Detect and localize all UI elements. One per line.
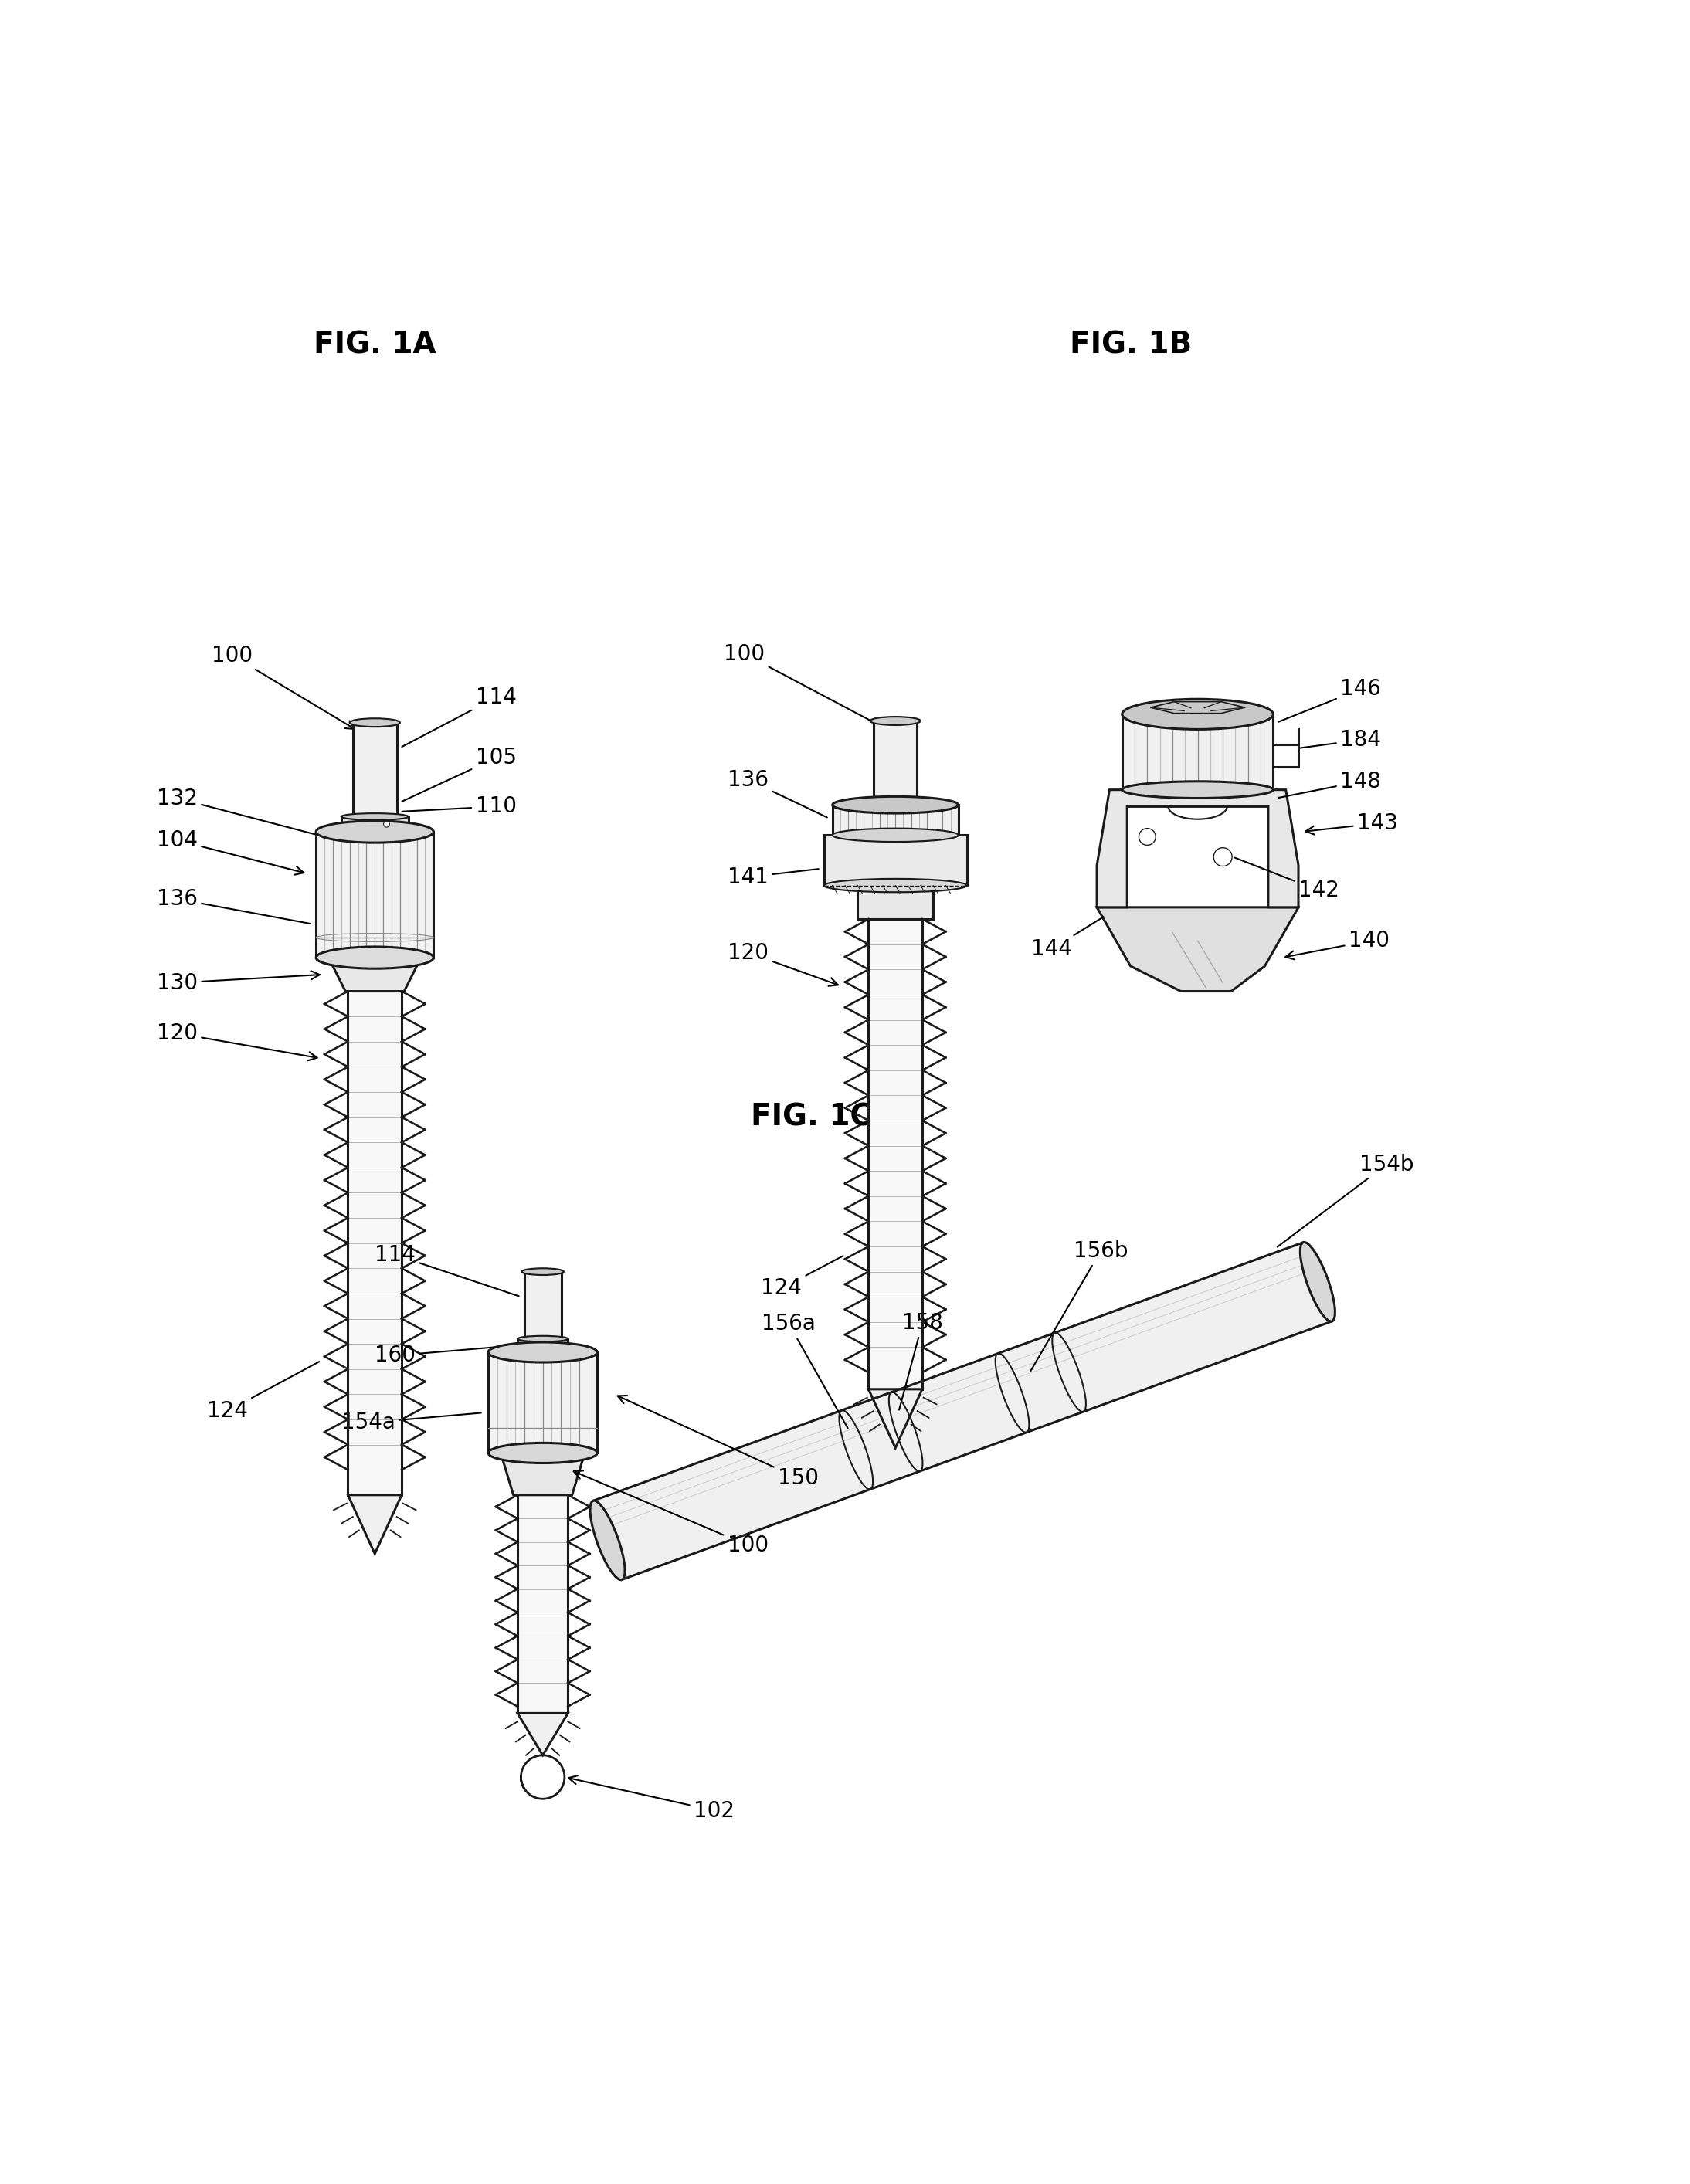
Ellipse shape [833, 828, 958, 841]
Circle shape [384, 821, 390, 828]
Text: 148: 148 [1279, 771, 1381, 797]
Polygon shape [857, 885, 933, 919]
Ellipse shape [350, 719, 401, 727]
Text: FIG. 1B: FIG. 1B [1070, 330, 1191, 360]
Polygon shape [500, 1452, 585, 1496]
Ellipse shape [341, 812, 409, 819]
Text: 100: 100 [723, 642, 884, 727]
Ellipse shape [870, 716, 921, 725]
Ellipse shape [833, 797, 958, 812]
Polygon shape [825, 834, 967, 885]
Ellipse shape [517, 1337, 568, 1341]
Circle shape [1139, 828, 1156, 845]
Polygon shape [1097, 906, 1298, 992]
Text: 154b: 154b [1278, 1153, 1415, 1247]
Polygon shape [517, 1496, 568, 1712]
Text: FIG. 1A: FIG. 1A [314, 330, 436, 360]
Polygon shape [341, 817, 409, 832]
Text: 136: 136 [157, 889, 311, 924]
Text: 114: 114 [375, 1245, 519, 1295]
Text: 102: 102 [568, 1776, 735, 1821]
Text: 120: 120 [157, 1022, 318, 1061]
Text: 100: 100 [211, 644, 355, 729]
Polygon shape [316, 832, 434, 957]
Polygon shape [869, 919, 923, 1389]
Ellipse shape [1122, 699, 1273, 729]
Text: 146: 146 [1279, 679, 1381, 723]
Ellipse shape [590, 1500, 625, 1579]
Text: 156a: 156a [762, 1313, 848, 1428]
Text: 184: 184 [1301, 729, 1381, 751]
Polygon shape [328, 957, 421, 992]
Ellipse shape [316, 948, 434, 968]
Polygon shape [869, 1389, 923, 1448]
Polygon shape [1097, 791, 1298, 906]
Text: 142: 142 [1235, 858, 1338, 902]
Text: 130: 130 [157, 972, 319, 994]
Polygon shape [348, 992, 402, 1496]
Polygon shape [1122, 714, 1273, 791]
Text: 120: 120 [727, 941, 838, 985]
Ellipse shape [488, 1343, 597, 1363]
Polygon shape [517, 1339, 568, 1352]
Text: 124: 124 [760, 1256, 843, 1299]
Text: FIG. 1C: FIG. 1C [750, 1103, 872, 1131]
Circle shape [1213, 847, 1232, 867]
Polygon shape [517, 1712, 568, 1756]
Text: 132: 132 [157, 788, 323, 836]
Text: 105: 105 [402, 747, 517, 802]
Text: 136: 136 [727, 769, 826, 817]
Text: 160: 160 [375, 1345, 512, 1367]
Polygon shape [874, 721, 918, 806]
Polygon shape [348, 1496, 402, 1553]
Polygon shape [524, 1271, 561, 1339]
Ellipse shape [825, 878, 967, 893]
Text: 100: 100 [573, 1470, 769, 1557]
Ellipse shape [1122, 782, 1273, 797]
Ellipse shape [316, 821, 434, 843]
Ellipse shape [1300, 1243, 1335, 1321]
Text: 150: 150 [617, 1396, 818, 1489]
Polygon shape [593, 1243, 1332, 1579]
Polygon shape [488, 1352, 597, 1452]
Text: 110: 110 [402, 795, 517, 817]
Text: 156b: 156b [1031, 1241, 1127, 1372]
Text: 140: 140 [1286, 930, 1389, 959]
Text: 124: 124 [206, 1361, 319, 1422]
Text: 143: 143 [1306, 812, 1398, 834]
Polygon shape [353, 723, 397, 815]
Text: 104: 104 [157, 830, 304, 876]
Text: 144: 144 [1031, 917, 1104, 961]
Ellipse shape [488, 1444, 597, 1463]
Text: 154a: 154a [341, 1411, 482, 1433]
Text: 141: 141 [727, 867, 818, 889]
Text: 158: 158 [899, 1313, 943, 1411]
Text: 114: 114 [402, 686, 517, 747]
Ellipse shape [522, 1269, 564, 1275]
Polygon shape [833, 806, 958, 834]
